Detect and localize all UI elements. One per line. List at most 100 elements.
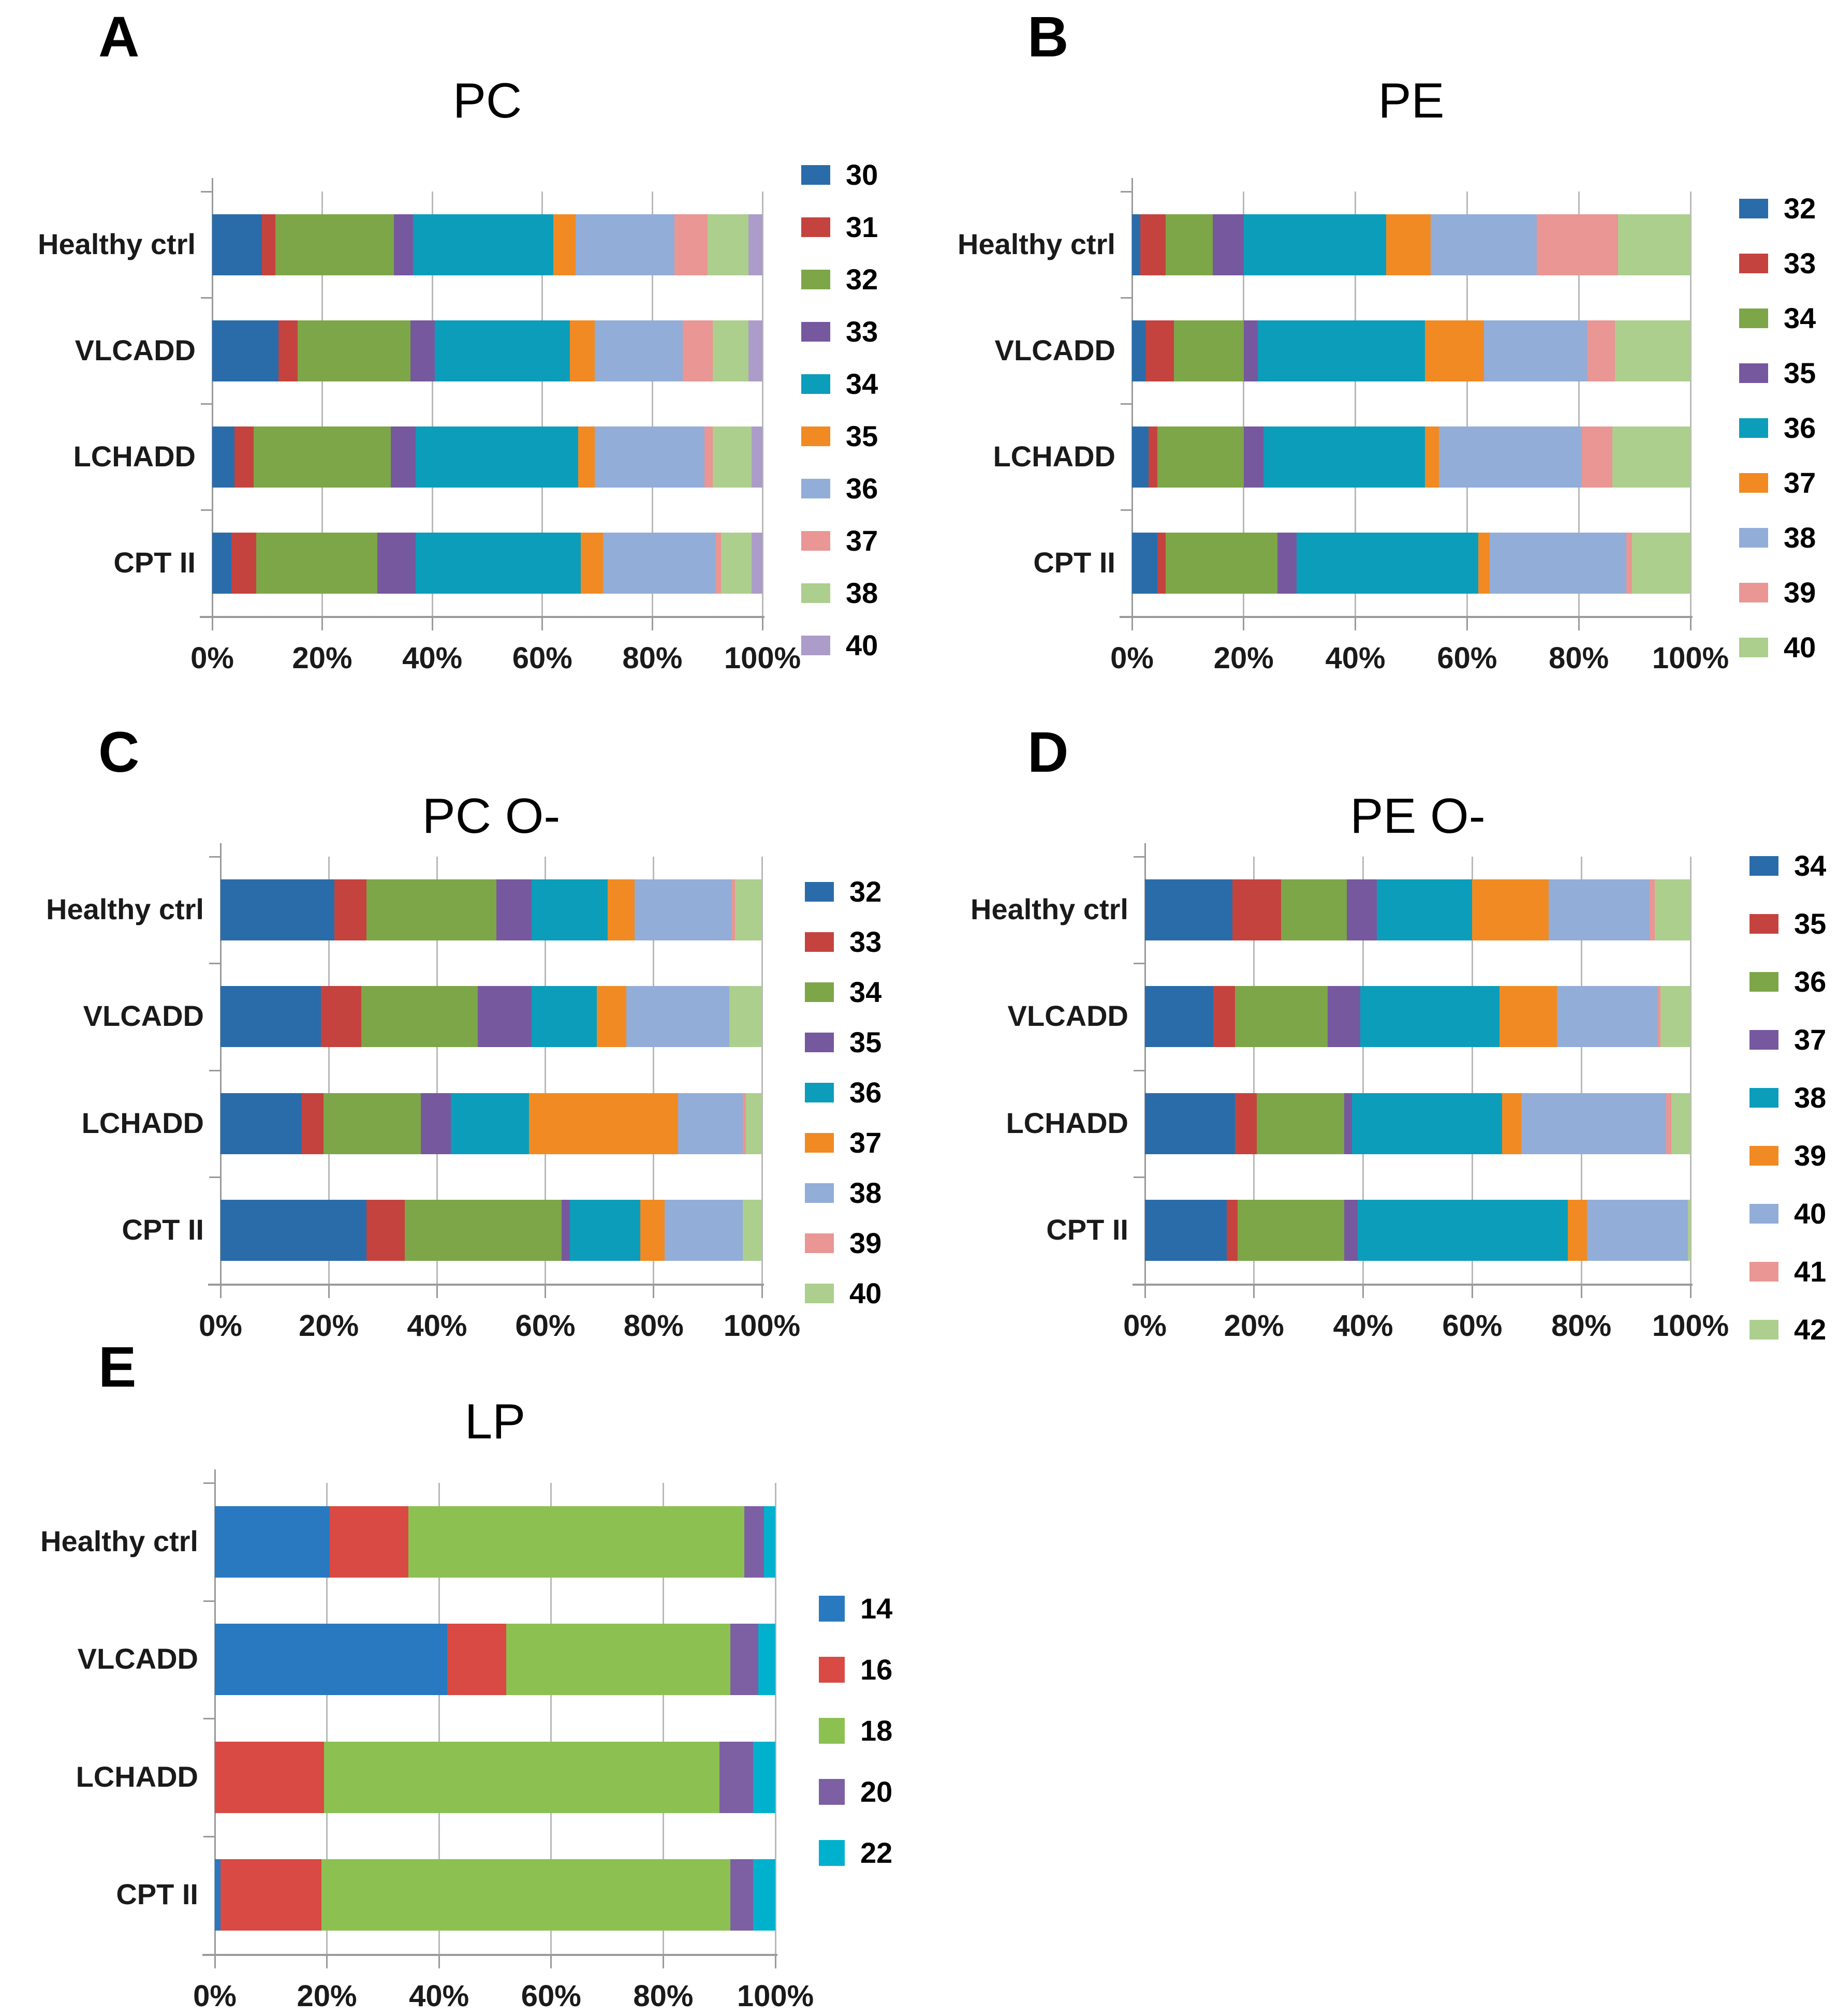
x-axis-tick-label: 0% (1110, 641, 1154, 675)
legend-swatch (819, 1657, 845, 1683)
legend-item: 39 (1739, 578, 1816, 607)
x-axis-line (202, 1954, 777, 1956)
x-axis-tick-label: 100% (724, 641, 801, 675)
bar-segment (578, 426, 595, 488)
bar-segment (1425, 320, 1484, 381)
legend-item: 37 (1739, 468, 1816, 497)
gridline (438, 1483, 440, 1954)
legend-swatch (805, 1083, 834, 1102)
x-axis-tick-label: 20% (299, 1309, 359, 1343)
bar-segment (1556, 986, 1658, 1048)
y-axis-line (211, 178, 213, 616)
bar-segment (256, 532, 377, 594)
bar-segment (581, 532, 603, 594)
bar-segment (1502, 1093, 1522, 1154)
x-axis-tick-label: 60% (515, 1309, 576, 1343)
legend-item: 30 (801, 160, 878, 189)
bar-segment (751, 426, 762, 488)
legend-item: 35 (801, 422, 878, 451)
bar-segment (220, 1093, 302, 1154)
legend-label: 32 (846, 263, 878, 296)
bar-row (220, 1199, 762, 1261)
bar-segment (743, 1093, 746, 1154)
legend-label: 16 (860, 1653, 893, 1686)
bar-segment (1328, 986, 1361, 1048)
y-axis-tick (1134, 856, 1145, 858)
bar-segment (1277, 532, 1297, 594)
legend-swatch (1739, 528, 1768, 548)
legend-item: 39 (805, 1229, 881, 1258)
x-axis-tick-label: 0% (199, 1309, 242, 1343)
bar-segment (732, 879, 735, 941)
x-axis-tick-label: 0% (190, 641, 234, 675)
legend-swatch (1749, 972, 1778, 992)
legend-swatch (805, 1233, 834, 1253)
category-label: CPT II (113, 546, 196, 579)
gridline (1578, 192, 1580, 616)
bar-segment (253, 426, 391, 488)
x-axis-tick (1253, 1284, 1255, 1298)
bar-segment (506, 1624, 731, 1696)
bar-segment (1521, 1093, 1666, 1154)
x-axis-tick (1144, 1284, 1146, 1298)
x-axis-tick-label: 100% (723, 1309, 801, 1343)
bar-segment (715, 532, 722, 594)
bar-segment (602, 532, 716, 594)
legend-label: 40 (849, 1277, 882, 1309)
gridline (1580, 857, 1582, 1284)
bar-segment (764, 1506, 775, 1578)
bar-segment (275, 214, 394, 275)
legend-label: 36 (849, 1076, 882, 1109)
x-axis-tick-label: 100% (737, 1979, 814, 2013)
y-axis-tick (1134, 1069, 1145, 1071)
legend-item: 35 (805, 1028, 881, 1057)
x-axis-tick-label: 60% (521, 1979, 581, 2013)
bar-segment (320, 986, 361, 1048)
legend-swatch (805, 1183, 834, 1203)
y-axis-tick (201, 191, 212, 193)
legend-swatch (819, 1840, 845, 1866)
y-axis-tick (203, 1835, 215, 1837)
bar-segment (1425, 426, 1439, 488)
bar-segment (751, 532, 762, 594)
bar-row (1132, 426, 1690, 488)
bar-row (220, 879, 762, 941)
y-axis-tick (209, 963, 220, 965)
bar-segment (220, 879, 334, 941)
y-axis-tick (209, 856, 220, 858)
bar-segment (393, 214, 413, 275)
bar-segment (640, 1199, 665, 1261)
x-axis-tick-label: 100% (1652, 641, 1729, 675)
legend-label: 18 (860, 1714, 893, 1747)
legend-item: 34 (1739, 304, 1816, 333)
bar-row (220, 1093, 762, 1154)
legend-label: 36 (846, 472, 878, 505)
bar-segment (1431, 214, 1537, 275)
gridline (545, 857, 547, 1284)
bar-segment (366, 1199, 405, 1261)
bar-segment (1671, 1093, 1690, 1154)
bar-segment (278, 320, 298, 381)
bar-segment (1234, 1093, 1257, 1154)
bar-segment (321, 1859, 731, 1931)
legend-swatch (1739, 308, 1768, 328)
category-label: Healthy ctrl (958, 227, 1115, 260)
bar-segment (561, 1199, 570, 1261)
legend-item: 42 (1749, 1315, 1826, 1344)
gridline (1689, 192, 1692, 616)
category-label: Healthy ctrl (40, 1524, 198, 1557)
bar-segment (297, 320, 410, 381)
x-axis-tick-label: 80% (1549, 641, 1609, 675)
x-axis-tick (550, 1954, 552, 1968)
legend-label: 35 (1784, 357, 1816, 389)
bar-segment (212, 532, 232, 594)
bar-segment (529, 1093, 678, 1154)
bar-row (215, 1506, 775, 1578)
legend-label: 34 (1784, 302, 1816, 334)
bar-segment (1140, 214, 1166, 275)
legend-label: 35 (1794, 907, 1827, 940)
bar-segment (1145, 1093, 1235, 1154)
bar-segment (323, 1093, 421, 1154)
legend-swatch (805, 1033, 834, 1052)
legend-item: 31 (801, 213, 878, 242)
